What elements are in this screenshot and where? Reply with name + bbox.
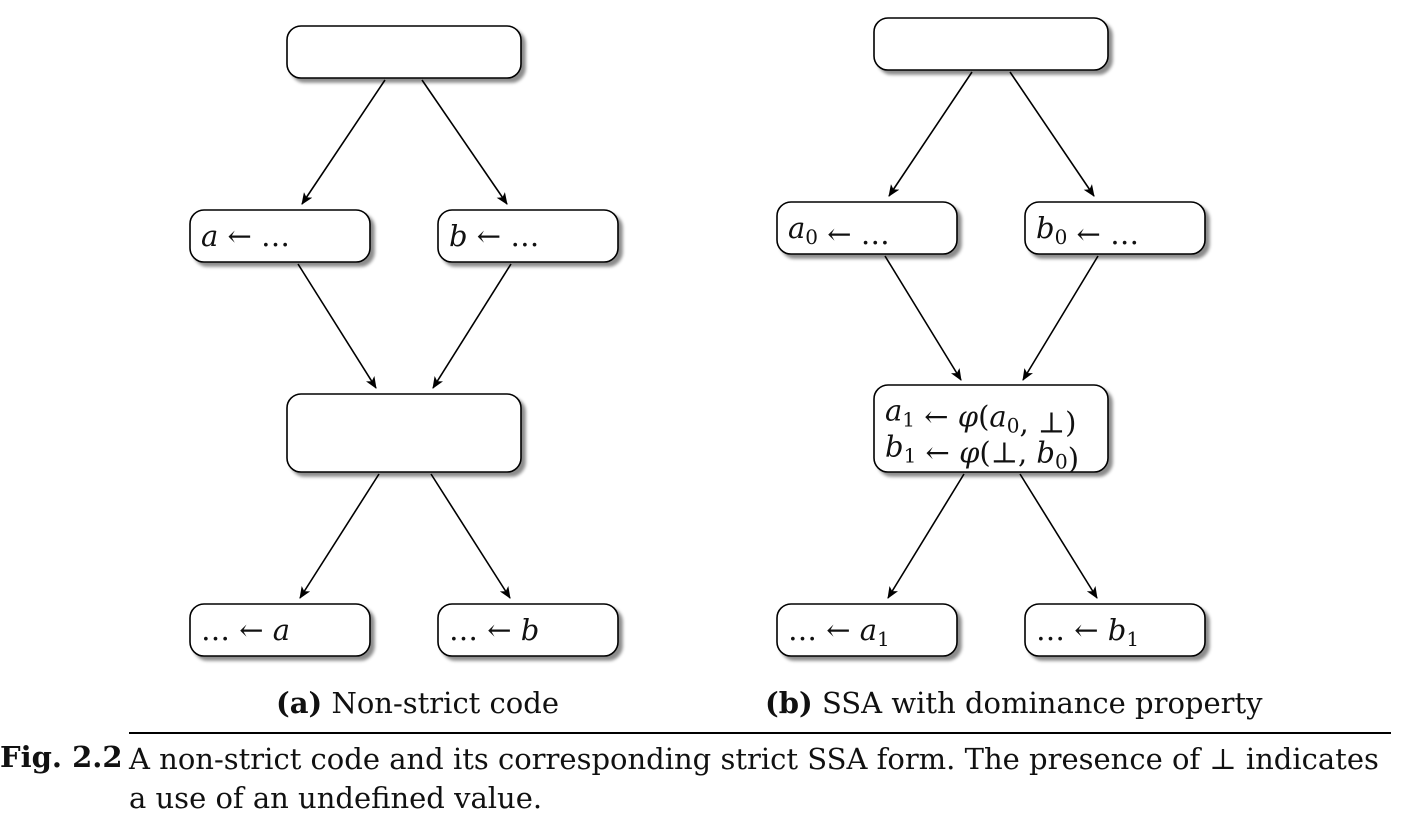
node-right: b ← … [437,209,619,263]
node-use-right: … ← b1 [1024,603,1206,657]
node-left: a ← … [189,209,371,263]
cfg-diagram: a ← … b ← … … ← a … ← b a0 ← … b0 ← … a1 ← φ(a… [189,17,1206,657]
edge-right-to-join [1022,255,1099,381]
subfigure-a-graph: a ← … b ← … … ← a … ← b [189,25,619,657]
caption-rule [129,732,1391,734]
node-right: b0 ← … [1024,201,1206,255]
node-statement: b1 ← φ(⊥, b0) [885,430,1079,476]
node-statement: … ← b [449,613,539,647]
node-use-left: … ← a1 [776,603,958,657]
node-box [873,384,1109,473]
edge-entry-to-right [1009,71,1095,197]
node-box [286,393,522,473]
subfigure-a-label: (a) [276,686,323,720]
subfigure-a-caption-text: Non-strict code [331,686,559,720]
edge-join-to-use_right [1019,473,1098,599]
node-box [189,209,371,263]
node-statement: … ← b1 [1036,613,1139,651]
figure-caption: A non-strict code and its corresponding … [129,742,1379,815]
node-statement: … ← a [201,613,290,647]
figure-label: Fig. 2.2 [0,740,123,774]
edge-join-to-use_left [887,473,965,599]
edge-entry-to-right [421,79,508,205]
subfigure-b-caption-text: SSA with dominance property [821,686,1263,720]
node-use-left: … ← a [189,603,371,657]
edge-join-to-use_left [299,473,380,599]
edge-join-to-use_right [430,473,511,599]
node-statement: a0 ← … [788,211,890,251]
subfigure-a-caption: (a) Non-strict code [276,686,559,720]
node-box [1024,201,1206,255]
node-statement: b ← … [449,219,539,253]
edge-left-to-join [884,255,962,381]
node-box [776,201,958,255]
node-box [873,17,1109,71]
node-use-right: … ← b [437,603,619,657]
edge-entry-to-left [888,71,973,197]
node-join: a1 ← φ(a0, ⊥)b1 ← φ(⊥, b0) [873,384,1109,476]
node-join [286,393,522,473]
node-statement: … ← a1 [788,613,890,651]
node-box [286,25,522,79]
subfigure-b-label: (b) [765,686,813,720]
node-statement: b0 ← … [1036,211,1139,251]
node-statement: a ← … [201,219,290,253]
node-box [437,603,619,657]
subfigure-b-caption: (b) SSA with dominance property [765,686,1263,720]
edge-right-to-join [432,263,512,389]
node-entry [286,25,522,79]
node-left: a0 ← … [776,201,958,255]
node-box [776,603,958,657]
subfigure-b-graph: a0 ← … b0 ← … a1 ← φ(a0, ⊥)b1 ← φ(⊥, b0) … … [776,17,1206,657]
node-box [1024,603,1206,657]
node-statement: a1 ← φ(a0, ⊥) [885,394,1077,440]
node-box [189,603,371,657]
node-entry [873,17,1109,71]
edge-left-to-join [297,263,377,389]
edge-entry-to-left [301,79,386,205]
node-box [437,209,619,263]
